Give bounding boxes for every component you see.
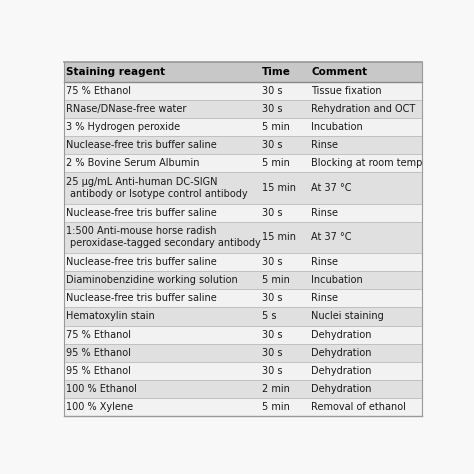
Text: 5 s: 5 s <box>262 311 276 321</box>
Text: antibody or Isotype control antibody: antibody or Isotype control antibody <box>70 189 248 199</box>
Text: Blocking at room temp: Blocking at room temp <box>311 158 423 168</box>
Text: 95 % Ethanol: 95 % Ethanol <box>66 366 131 376</box>
Bar <box>64 289 422 307</box>
Text: 95 % Ethanol: 95 % Ethanol <box>66 348 131 358</box>
Text: 30 s: 30 s <box>262 329 282 339</box>
Text: 30 s: 30 s <box>262 348 282 358</box>
Text: Incubation: Incubation <box>311 122 363 132</box>
Text: Nuclease-free tris buffer saline: Nuclease-free tris buffer saline <box>66 257 217 267</box>
Text: 2 % Bovine Serum Albumin: 2 % Bovine Serum Albumin <box>66 158 200 168</box>
Text: 30 s: 30 s <box>262 257 282 267</box>
Bar <box>64 118 422 136</box>
Text: Nuclease-free tris buffer saline: Nuclease-free tris buffer saline <box>66 208 217 218</box>
Text: Rinse: Rinse <box>311 257 338 267</box>
Bar <box>64 362 422 380</box>
Text: 15 min: 15 min <box>262 183 296 193</box>
Text: 3 % Hydrogen peroxide: 3 % Hydrogen peroxide <box>66 122 180 132</box>
Bar <box>64 82 422 100</box>
Text: 100 % Xylene: 100 % Xylene <box>66 402 133 412</box>
Text: 30 s: 30 s <box>262 366 282 376</box>
Bar <box>64 326 422 344</box>
Text: At 37 °C: At 37 °C <box>311 232 352 242</box>
Bar <box>64 136 422 154</box>
Text: Rinse: Rinse <box>311 208 338 218</box>
Bar <box>64 173 422 203</box>
Text: 30 s: 30 s <box>262 140 282 150</box>
Text: 100 % Ethanol: 100 % Ethanol <box>66 384 137 394</box>
Text: 5 min: 5 min <box>262 275 290 285</box>
Text: 15 min: 15 min <box>262 232 296 242</box>
Text: Diaminobenzidine working solution: Diaminobenzidine working solution <box>66 275 237 285</box>
Bar <box>64 154 422 173</box>
Bar <box>64 398 422 416</box>
Bar <box>64 100 422 118</box>
Text: Dehydration: Dehydration <box>311 366 372 376</box>
Text: Nuclease-free tris buffer saline: Nuclease-free tris buffer saline <box>66 293 217 303</box>
Bar <box>64 253 422 271</box>
Text: At 37 °C: At 37 °C <box>311 183 352 193</box>
Text: Rinse: Rinse <box>311 140 338 150</box>
Text: Staining reagent: Staining reagent <box>66 67 165 77</box>
Text: Dehydration: Dehydration <box>311 384 372 394</box>
Text: 75 % Ethanol: 75 % Ethanol <box>66 329 131 339</box>
Text: RNase/DNase-free water: RNase/DNase-free water <box>66 104 186 114</box>
Text: Removal of ethanol: Removal of ethanol <box>311 402 406 412</box>
Text: 25 μg/mL Anti-human DC-SIGN: 25 μg/mL Anti-human DC-SIGN <box>66 177 218 187</box>
Text: 5 min: 5 min <box>262 402 290 412</box>
Text: Dehydration: Dehydration <box>311 329 372 339</box>
Text: 1:500 Anti-mouse horse radish: 1:500 Anti-mouse horse radish <box>66 226 216 236</box>
Text: Rehydration and OCT: Rehydration and OCT <box>311 104 416 114</box>
Text: Nuclease-free tris buffer saline: Nuclease-free tris buffer saline <box>66 140 217 150</box>
Text: Time: Time <box>262 67 291 77</box>
Bar <box>64 344 422 362</box>
Text: 30 s: 30 s <box>262 293 282 303</box>
Text: 5 min: 5 min <box>262 158 290 168</box>
Bar <box>64 380 422 398</box>
Bar <box>64 271 422 289</box>
Text: Rinse: Rinse <box>311 293 338 303</box>
Text: peroxidase-tagged secondary antibody: peroxidase-tagged secondary antibody <box>70 238 261 248</box>
Text: 75 % Ethanol: 75 % Ethanol <box>66 86 131 96</box>
Text: Dehydration: Dehydration <box>311 348 372 358</box>
Bar <box>64 63 422 82</box>
Bar <box>64 203 422 222</box>
Text: Incubation: Incubation <box>311 275 363 285</box>
Bar <box>64 222 422 253</box>
Text: 2 min: 2 min <box>262 384 290 394</box>
Text: Nuclei staining: Nuclei staining <box>311 311 384 321</box>
Text: 30 s: 30 s <box>262 208 282 218</box>
Text: Comment: Comment <box>311 67 367 77</box>
Text: Hematoxylin stain: Hematoxylin stain <box>66 311 155 321</box>
Text: 30 s: 30 s <box>262 104 282 114</box>
Text: 30 s: 30 s <box>262 86 282 96</box>
Text: Tissue fixation: Tissue fixation <box>311 86 382 96</box>
Bar <box>64 307 422 326</box>
Text: 5 min: 5 min <box>262 122 290 132</box>
